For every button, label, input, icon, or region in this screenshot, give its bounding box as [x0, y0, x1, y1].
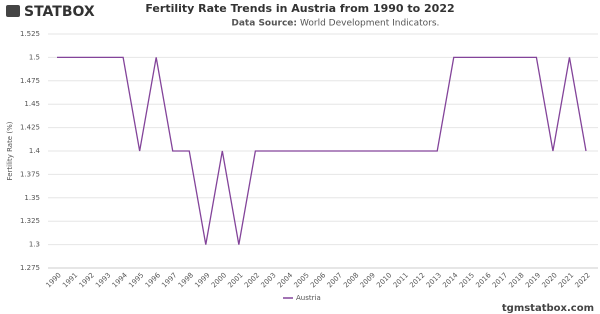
y-axis-label: Fertility Rate (%) [6, 121, 14, 180]
x-tick-label: 2013 [425, 271, 443, 289]
x-tick-label: 1996 [144, 271, 163, 290]
x-tick-label: 1995 [127, 271, 145, 289]
x-tick-label: 2021 [557, 271, 575, 289]
x-tick-label: 2017 [491, 271, 509, 289]
x-tick-label: 2003 [259, 271, 277, 289]
x-tick-label: 1990 [45, 271, 63, 289]
x-tick-label: 2022 [574, 271, 592, 289]
x-tick-label: 2012 [408, 271, 426, 289]
x-tick-label: 2006 [309, 271, 328, 290]
x-tick-label: 2020 [541, 271, 559, 289]
x-tick-label: 2001 [226, 271, 244, 289]
y-tick-label: 1.525 [20, 30, 40, 38]
y-tick-label: 1.45 [24, 100, 40, 108]
chart-title: Fertility Rate Trends in Austria from 19… [145, 2, 454, 15]
x-tick-label: 1997 [160, 271, 178, 289]
footer: tgmstatbox.com [502, 303, 594, 314]
x-tick-label: 1998 [177, 271, 195, 289]
x-tick-label: 2010 [375, 271, 393, 289]
x-tick-label: 2008 [342, 271, 360, 289]
logo: STATBOX [24, 4, 95, 20]
x-tick-label: 2015 [458, 271, 476, 289]
y-tick-label: 1.35 [24, 194, 40, 202]
x-tick-label: 1999 [193, 271, 211, 289]
x-tick-label: 2000 [210, 271, 228, 289]
x-tick-label: 2014 [441, 271, 460, 290]
y-tick-label: 1.425 [20, 124, 40, 132]
x-tick-label: 1993 [94, 271, 112, 289]
line [57, 56, 587, 245]
x-tick-label: 1994 [111, 271, 130, 290]
legend-label: Austria [296, 294, 321, 302]
x-tick-label: 2002 [243, 271, 261, 289]
y-tick-label: 1.375 [20, 170, 40, 178]
x-tick-label: 1991 [61, 271, 79, 289]
x-tick-label: 2016 [474, 271, 493, 290]
x-tick-label: 2011 [392, 271, 410, 289]
subtitle: World Development Indicators. [300, 19, 439, 29]
x-tick-label: 1992 [78, 271, 96, 289]
y-tick-label: 1.275 [20, 264, 40, 272]
x-tick-label: 2007 [326, 271, 344, 289]
y-tick-label: 1.325 [20, 217, 40, 225]
x-tick-label: 2005 [293, 271, 311, 289]
x-tick-label: 2019 [524, 271, 542, 289]
x-tick-label: 2009 [359, 271, 377, 289]
y-tick-label: 1.4 [29, 147, 41, 155]
x-tick-label: 2018 [507, 271, 525, 289]
y-tick-label: 1.475 [20, 77, 40, 85]
logo-icon [6, 5, 20, 17]
y-tick-label: 1.5 [29, 53, 40, 61]
x-tick-label: 2004 [276, 271, 295, 290]
subtitle-label: Data Source: [231, 19, 297, 29]
y-tick-label: 1.3 [29, 241, 40, 249]
